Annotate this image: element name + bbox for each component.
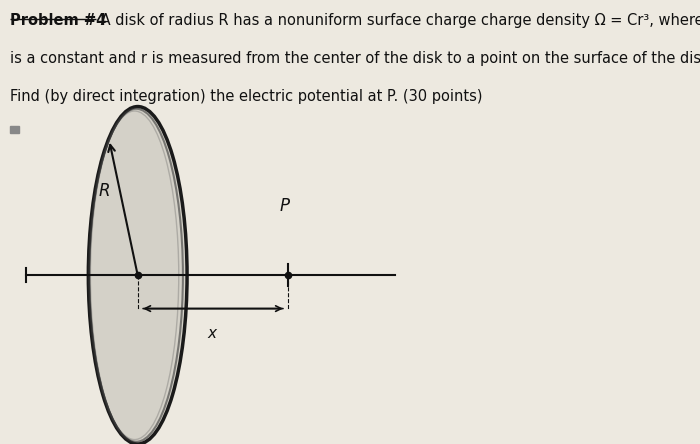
Text: R: R — [98, 182, 110, 200]
Text: P: P — [280, 197, 290, 215]
Ellipse shape — [88, 107, 187, 444]
Bar — [10, 126, 19, 133]
Text: A disk of radius R has a nonuniform surface charge charge density Ω = Cr³, where: A disk of radius R has a nonuniform surf… — [96, 13, 700, 28]
Text: is a constant and r is measured from the center of the disk to a point on the su: is a constant and r is measured from the… — [10, 51, 700, 66]
Text: x: x — [207, 326, 216, 341]
Text: Problem #4: Problem #4 — [10, 13, 106, 28]
Text: Find (by direct integration) the electric potential at P. (30 points): Find (by direct integration) the electri… — [10, 89, 483, 104]
